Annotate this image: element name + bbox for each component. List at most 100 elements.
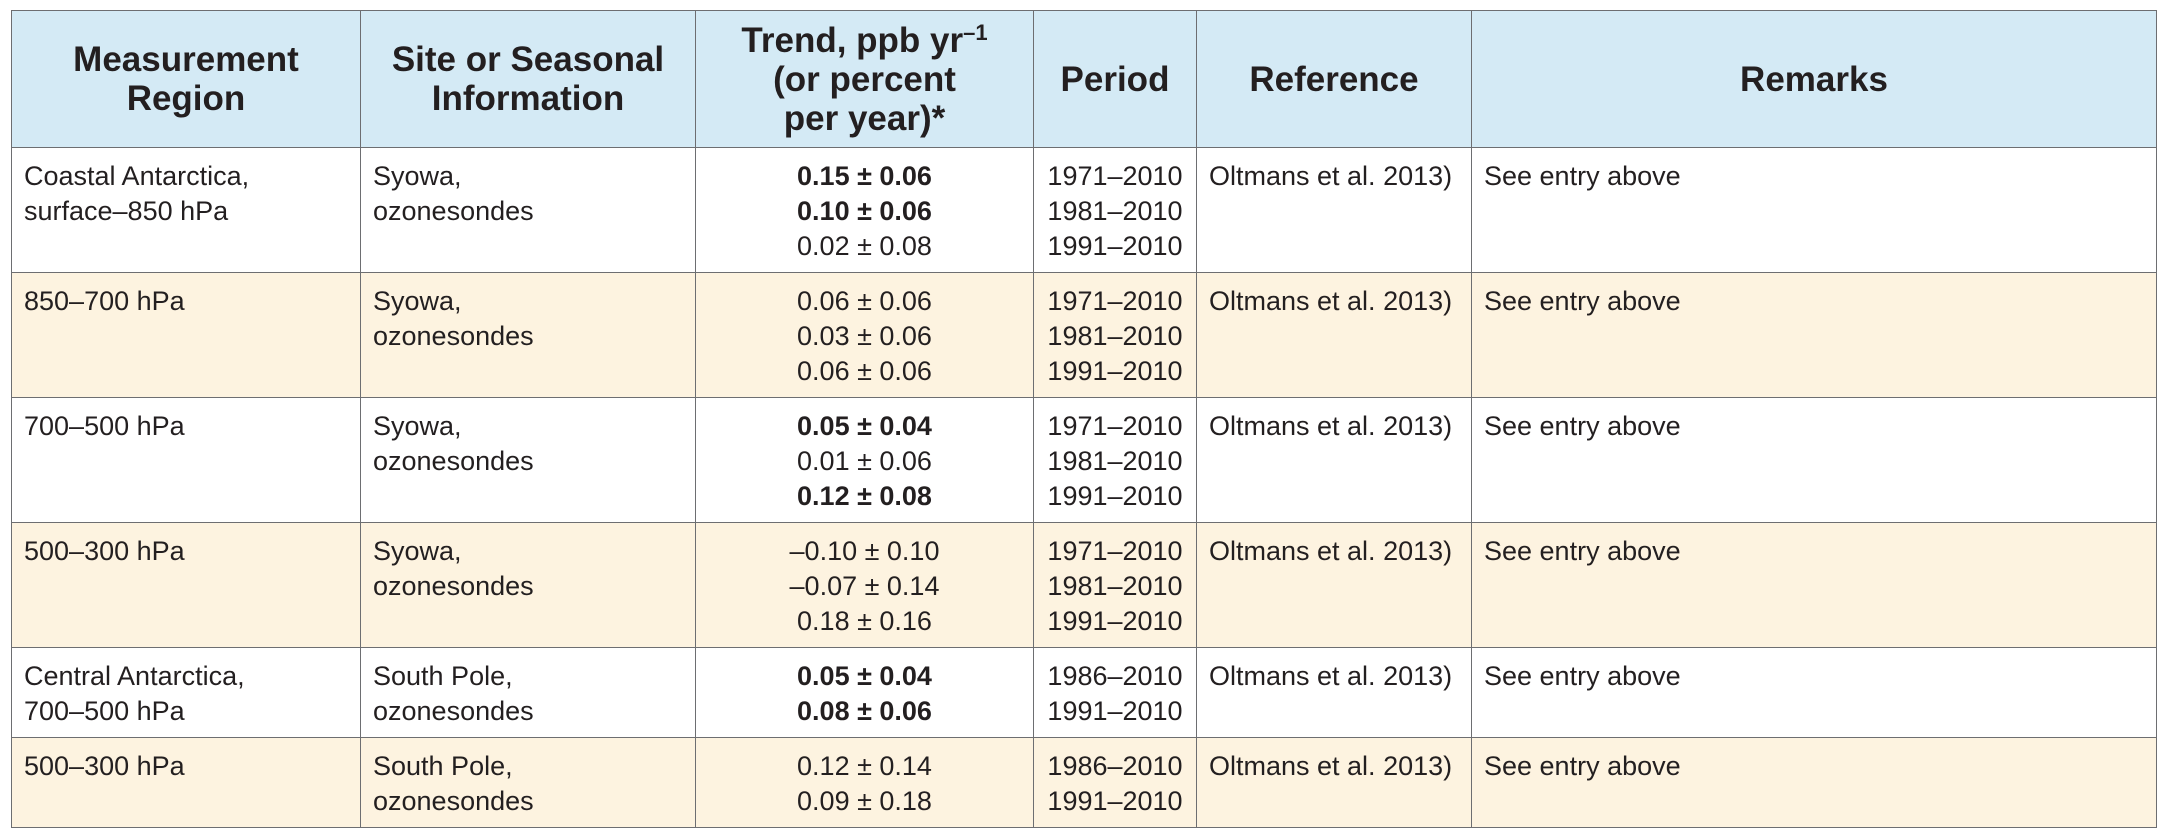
period-value: 1991–2010 (1047, 356, 1183, 386)
reference-cell: Oltmans et al. 2013) (1196, 737, 1472, 828)
region-line: surface–850 hPa (24, 196, 229, 226)
remarks-cell: See entry above (1471, 737, 2157, 828)
region-line: 700–500 hPa (24, 411, 185, 441)
table-body: Coastal Antarctica, surface–850 hPa Syowa,… (11, 147, 2157, 828)
trend-value: 0.10 ± 0.06 (797, 196, 932, 226)
remarks-text: See entry above (1484, 661, 1681, 691)
period-value: 1971–2010 (1047, 161, 1183, 191)
site-line: ozonesondes (373, 786, 534, 816)
reference-cell: Oltmans et al. 2013) (1196, 147, 1472, 273)
period-value: 1971–2010 (1047, 536, 1183, 566)
site-line: Syowa, (373, 411, 462, 441)
region-line: Coastal Antarctica, (24, 161, 250, 191)
period-value: 1981–2010 (1047, 571, 1183, 601)
site-cell: Syowa, ozonesondes (360, 397, 696, 523)
site-cell: Syowa, ozonesondes (360, 272, 696, 398)
region-cell: 850–700 hPa (11, 272, 361, 398)
period-cell: 1986–2010 1991–2010 (1033, 647, 1197, 738)
region-cell: 500–300 hPa (11, 737, 361, 828)
trend-value: 0.05 ± 0.04 (797, 661, 932, 691)
period-value: 1991–2010 (1047, 231, 1183, 261)
region-line: 500–300 hPa (24, 536, 185, 566)
remarks-text: See entry above (1484, 286, 1681, 316)
site-line: ozonesondes (373, 321, 534, 351)
region-cell: Central Antarctica, 700–500 hPa (11, 647, 361, 738)
reference-text: Oltmans et al. 2013) (1209, 286, 1453, 316)
trend-value: 0.08 ± 0.06 (797, 696, 932, 726)
site-cell: Syowa, ozonesondes (360, 147, 696, 273)
region-line: Central Antarctica, (24, 661, 245, 691)
site-cell: Syowa, ozonesondes (360, 522, 696, 648)
site-line: ozonesondes (373, 196, 534, 226)
period-cell: 1971–2010 1981–2010 1991–2010 (1033, 272, 1197, 398)
period-value: 1971–2010 (1047, 411, 1183, 441)
site-line: South Pole, (373, 751, 513, 781)
header-row: Measurement Region Site or Seasonal Info… (11, 10, 2157, 148)
site-cell: South Pole, ozonesondes (360, 647, 696, 738)
period-value: 1981–2010 (1047, 446, 1183, 476)
period-cell: 1971–2010 1981–2010 1991–2010 (1033, 147, 1197, 273)
trend-value: 0.06 ± 0.06 (797, 356, 932, 386)
site-line: ozonesondes (373, 571, 534, 601)
trend-value: 0.09 ± 0.18 (797, 786, 932, 816)
trend-value: 0.18 ± 0.16 (797, 606, 932, 636)
table-row: Coastal Antarctica, surface–850 hPa Syowa,… (11, 147, 2157, 273)
header-region: Measurement Region (11, 10, 361, 148)
period-value: 1991–2010 (1047, 696, 1183, 726)
header-trend-line2: (or percent (773, 59, 956, 99)
table-row: 500–300 hPa South Pole, ozonesondes 0.12 ± … (11, 737, 2157, 828)
site-line: Syowa, (373, 536, 462, 566)
period-value: 1971–2010 (1047, 286, 1183, 316)
header-reference: Reference (1196, 10, 1472, 148)
trend-cell: 0.05 ± 0.04 0.01 ± 0.06 0.12 ± 0.08 (695, 397, 1034, 523)
trend-value: –0.07 ± 0.14 (789, 571, 940, 601)
remarks-cell: See entry above (1471, 147, 2157, 273)
trend-value: 0.12 ± 0.08 (797, 481, 932, 511)
period-value: 1981–2010 (1047, 196, 1183, 226)
period-cell: 1971–2010 1981–2010 1991–2010 (1033, 522, 1197, 648)
site-line: South Pole, (373, 661, 513, 691)
remarks-cell: See entry above (1471, 272, 2157, 398)
period-value: 1986–2010 (1047, 751, 1183, 781)
period-value: 1981–2010 (1047, 321, 1183, 351)
reference-text: Oltmans et al. 2013) (1209, 751, 1453, 781)
trend-value: 0.12 ± 0.14 (797, 751, 932, 781)
header-remarks: Remarks (1471, 10, 2157, 148)
header-trend-line1: Trend, ppb yr (741, 20, 964, 60)
region-line: 850–700 hPa (24, 286, 185, 316)
trend-cell: –0.10 ± 0.10 –0.07 ± 0.14 0.18 ± 0.16 (695, 522, 1034, 648)
trend-value: 0.02 ± 0.08 (797, 231, 932, 261)
trend-value: 0.05 ± 0.04 (797, 411, 932, 441)
table-row: 700–500 hPa Syowa, ozonesondes 0.05 ± 0.04 0… (11, 397, 2157, 523)
reference-cell: Oltmans et al. 2013) (1196, 397, 1472, 523)
trend-value: 0.06 ± 0.06 (797, 286, 932, 316)
reference-cell: Oltmans et al. 2013) (1196, 272, 1472, 398)
period-cell: 1971–2010 1981–2010 1991–2010 (1033, 397, 1197, 523)
table-row: Central Antarctica, 700–500 hPa South Pole… (11, 647, 2157, 738)
remarks-cell: See entry above (1471, 397, 2157, 523)
reference-cell: Oltmans et al. 2013) (1196, 522, 1472, 648)
remarks-text: See entry above (1484, 751, 1681, 781)
header-site: Site or Seasonal Information (360, 10, 696, 148)
remarks-text: See entry above (1484, 161, 1681, 191)
site-cell: South Pole, ozonesondes (360, 737, 696, 828)
region-cell: 500–300 hPa (11, 522, 361, 648)
table-row: 850–700 hPa Syowa, ozonesondes 0.06 ± 0.06 0… (11, 272, 2157, 398)
remarks-text: See entry above (1484, 536, 1681, 566)
reference-text: Oltmans et al. 2013) (1209, 661, 1453, 691)
remarks-text: See entry above (1484, 411, 1681, 441)
site-line: Syowa, (373, 286, 462, 316)
trend-cell: 0.15 ± 0.06 0.10 ± 0.06 0.02 ± 0.08 (695, 147, 1034, 273)
header-trend: Trend, ppb yr–1 (or percent per year)* (695, 10, 1034, 148)
reference-cell: Oltmans et al. 2013) (1196, 647, 1472, 738)
period-cell: 1986–2010 1991–2010 (1033, 737, 1197, 828)
remarks-cell: See entry above (1471, 522, 2157, 648)
reference-text: Oltmans et al. 2013) (1209, 536, 1453, 566)
trend-value: 0.15 ± 0.06 (797, 161, 932, 191)
region-cell: 700–500 hPa (11, 397, 361, 523)
reference-text: Oltmans et al. 2013) (1209, 161, 1453, 191)
trend-cell: 0.06 ± 0.06 0.03 ± 0.06 0.06 ± 0.06 (695, 272, 1034, 398)
site-line: ozonesondes (373, 696, 534, 726)
region-line: 500–300 hPa (24, 751, 185, 781)
trend-value: 0.01 ± 0.06 (797, 446, 932, 476)
